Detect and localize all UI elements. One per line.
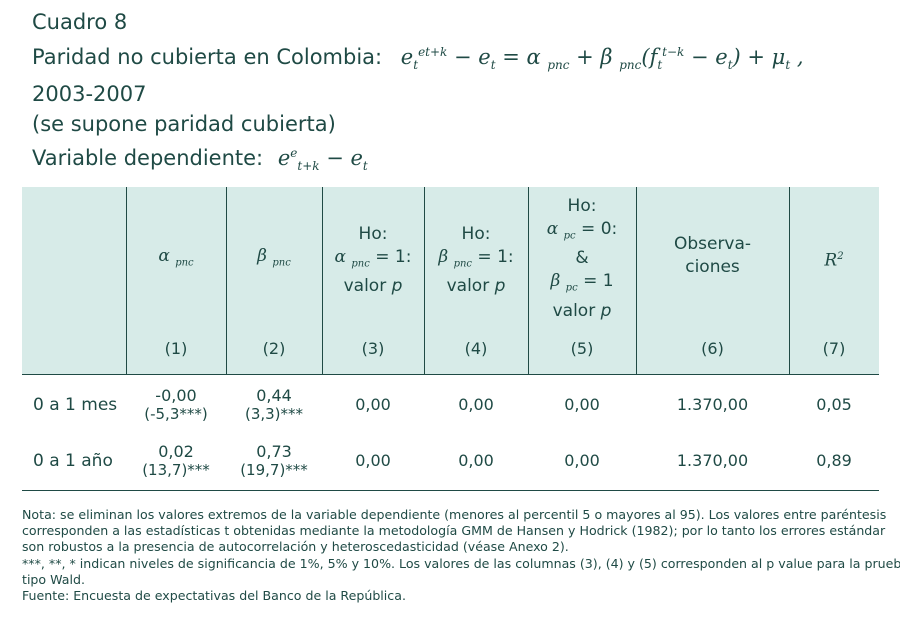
header-joint-test: Ho: α pc = 0: & β pc = 1 valor p (5) (528, 187, 636, 374)
p-value-cell: 0,00 (355, 451, 391, 470)
row-label: 0 a 1 año (33, 451, 113, 471)
header-divider (424, 187, 425, 374)
table-title-block: Cuadro 8 Paridad no cubierta en Colombia… (32, 8, 804, 182)
p-value-cell: 0,00 (564, 395, 600, 414)
significance-note-cont: tipo Wald. (22, 571, 85, 587)
alpha-tstat: (-5,3***) (144, 405, 208, 423)
header-divider (126, 187, 127, 374)
column-number: (7) (822, 339, 846, 358)
dependent-variable: Variable dependiente: eet+k − et (32, 139, 804, 182)
source-note: Fuente: Encuesta de expectativas del Ban… (22, 588, 406, 604)
beta-tstat: (19,7)*** (240, 461, 308, 479)
header-observations: Observa-ciones (6) (636, 187, 789, 374)
alpha-cell: -0,00 (-5,3***) (126, 377, 226, 433)
header-test-alpha-label: Ho: α pnc = 1: valor p (334, 224, 412, 297)
significance-note: ***, **, * indican niveles de significan… (22, 555, 900, 571)
table-number: Cuadro 8 (32, 10, 128, 34)
alpha-value: 0,02 (158, 442, 194, 461)
alpha-value: -0,00 (155, 386, 197, 405)
note-line: son robustos a la presencia de autocorre… (22, 539, 569, 555)
header-alpha: α pnc (1) (126, 187, 226, 374)
table-notes: Nota: se eliminan los valores extremos d… (22, 507, 900, 604)
p-value-cell: 0,00 (458, 395, 494, 414)
column-number: (6) (701, 339, 724, 358)
p-value-cell: 0,00 (564, 451, 600, 470)
table-title-text: Paridad no cubierta en Colombia: (32, 44, 383, 69)
note-line: corresponden a las estadísticas t obteni… (22, 523, 886, 539)
table-row: 0 a 1 año 0,02 (13,7)*** 0,73 (19,7)*** … (22, 433, 879, 489)
dependent-variable-formula: eet+k − et (277, 146, 368, 174)
p-value-cell: 0,00 (355, 395, 391, 414)
row-label: 0 a 1 mes (33, 395, 118, 415)
header-divider (528, 187, 529, 374)
table-period: 2003-2007 (32, 82, 147, 107)
table-title: Paridad no cubierta en Colombia: etet+k … (32, 38, 804, 81)
header-r2: R2 (7) (789, 187, 879, 374)
observations-cell: 1.370,00 (676, 395, 749, 414)
header-bottom-rule (22, 374, 879, 375)
header-test-beta: Ho: β pnc = 1: valor p (4) (424, 187, 528, 374)
r2-cell: 0,89 (816, 451, 852, 470)
column-number: (2) (262, 339, 286, 358)
header-beta-label: β pnc (257, 246, 291, 269)
beta-cell: 0,44 (3,3)*** (226, 377, 322, 433)
alpha-cell: 0,02 (13,7)*** (126, 433, 226, 489)
r2-cell: 0,05 (816, 395, 852, 414)
alpha-tstat: (13,7)*** (142, 461, 210, 479)
header-test-beta-label: Ho: β pnc = 1: valor p (438, 224, 514, 297)
header-divider (322, 187, 323, 374)
table-row: 0 a 1 mes -0,00 (-5,3***) 0,44 (3,3)*** … (22, 377, 879, 433)
header-divider (789, 187, 790, 374)
beta-tstat: (3,3)*** (244, 405, 304, 423)
p-value-cell: 0,00 (458, 451, 494, 470)
header-observations-label: Observa-ciones (673, 234, 752, 277)
header-joint-test-label: Ho: α pc = 0: & β pc = 1 valor p (546, 196, 618, 321)
column-number: (1) (164, 339, 188, 358)
beta-value: 0,73 (256, 442, 292, 461)
header-divider (226, 187, 227, 374)
table-header (22, 187, 879, 374)
table-bottom-rule (22, 490, 879, 491)
header-alpha-label: α pnc (158, 246, 194, 269)
header-divider (636, 187, 637, 374)
header-r2-label: R2 (824, 250, 844, 271)
header-beta: β pnc (2) (226, 187, 322, 374)
beta-cell: 0,73 (19,7)*** (226, 433, 322, 489)
dependent-variable-label: Variable dependiente: (32, 146, 264, 171)
beta-value: 0,44 (256, 386, 292, 405)
column-number: (5) (570, 339, 594, 358)
table-assumption: (se supone paridad cubierta) (32, 111, 336, 136)
column-number: (4) (464, 339, 488, 358)
column-number: (3) (361, 339, 385, 358)
note-line: Nota: se eliminan los valores extremos d… (22, 507, 887, 522)
uip-equation: etet+k − et = α pnc + β pnc(ftt−k − et) … (400, 44, 804, 72)
header-test-alpha: Ho: α pnc = 1: valor p (3) (322, 187, 424, 374)
observations-cell: 1.370,00 (676, 451, 749, 470)
